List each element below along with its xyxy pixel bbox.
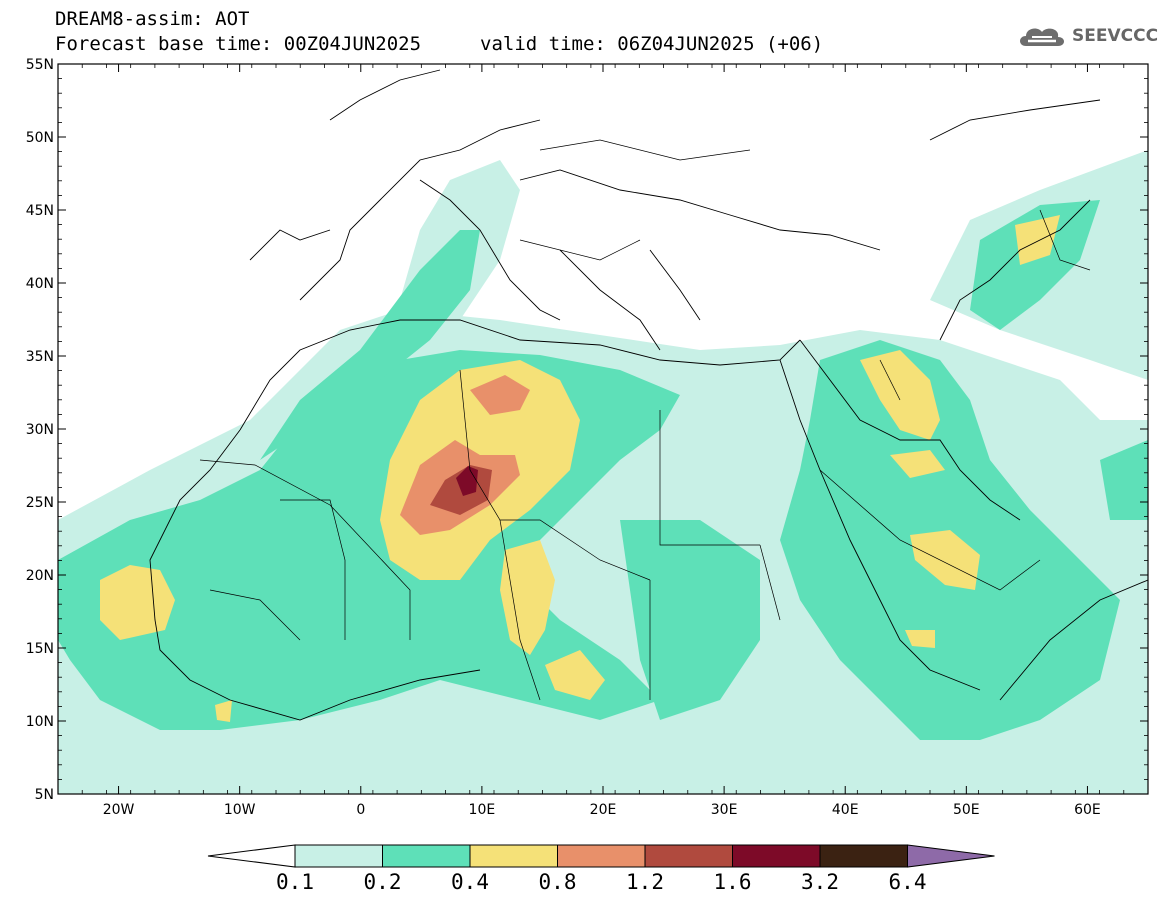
lat-tick-label: 55N — [26, 57, 54, 73]
valid-time: valid time: 06Z04JUN2025 (+06) — [480, 33, 824, 55]
lon-tick-label: 50E — [953, 802, 980, 818]
lon-tick-label: 0 — [356, 802, 365, 818]
colorbar-swatch — [732, 844, 821, 868]
lon-tick-label: 30E — [711, 802, 738, 818]
colorbar-swatch — [469, 844, 558, 868]
lon-tick-label: 40E — [832, 802, 859, 818]
colorbar-label: 6.4 — [889, 870, 927, 894]
lon-tick-label: 10E — [469, 802, 496, 818]
colorbar-label: 0.4 — [451, 870, 489, 894]
lon-tick-label: 60E — [1074, 802, 1101, 818]
lon-tick-label: 20E — [590, 802, 617, 818]
latitude-axis: 5N 10N 15N 20N 25N 30N 35N 40N 45N 50N 55N — [26, 57, 1148, 803]
lat-tick-label: 25N — [26, 495, 54, 511]
colorbar-label: 3.2 — [801, 870, 839, 894]
colorbar-swatch — [819, 844, 908, 868]
lat-tick-label: 15N — [26, 641, 54, 657]
lat-tick-label: 10N — [26, 714, 54, 730]
map-title: DREAM8-assim: AOT — [55, 8, 250, 30]
cloud-icon — [1020, 28, 1064, 46]
longitude-axis: 20W 10W 0 10E 20E 30E 40E 50E 60E — [81, 64, 1125, 818]
aot-field — [58, 150, 1148, 794]
lat-tick-label: 20N — [26, 568, 54, 584]
lon-tick-label: 20W — [103, 802, 135, 818]
colorbar-swatch — [382, 844, 471, 868]
colorbar-label: 1.6 — [714, 870, 752, 894]
colorbar-min-arrow — [207, 844, 296, 868]
forecast-base-time: Forecast base time: 00Z04JUN2025 — [55, 33, 422, 55]
lat-tick-label: 5N — [35, 787, 54, 803]
colorbar: 0.1 0.2 0.4 0.8 1.2 1.6 3.2 6.4 — [207, 844, 995, 894]
colorbar-max-arrow — [907, 844, 995, 868]
seevccc-logo: SEEVCCC — [1016, 22, 1158, 50]
colorbar-label: 1.2 — [626, 870, 664, 894]
logo-text: SEEVCCC — [1072, 26, 1159, 46]
coastlines — [149, 69, 1148, 721]
lat-tick-label: 30N — [26, 422, 54, 438]
lat-tick-label: 45N — [26, 203, 54, 219]
colorbar-swatch — [557, 844, 646, 868]
colorbar-label: 0.8 — [539, 870, 577, 894]
colorbar-swatch — [644, 844, 733, 868]
lat-tick-label: 40N — [26, 276, 54, 292]
colorbar-label: 0.2 — [364, 870, 402, 894]
lat-tick-label: 50N — [26, 130, 54, 146]
colorbar-label: 0.1 — [276, 870, 314, 894]
lat-tick-label: 35N — [26, 349, 54, 365]
colorbar-swatch — [294, 844, 383, 868]
lon-tick-label: 10W — [224, 802, 256, 818]
country-borders — [199, 139, 1091, 701]
